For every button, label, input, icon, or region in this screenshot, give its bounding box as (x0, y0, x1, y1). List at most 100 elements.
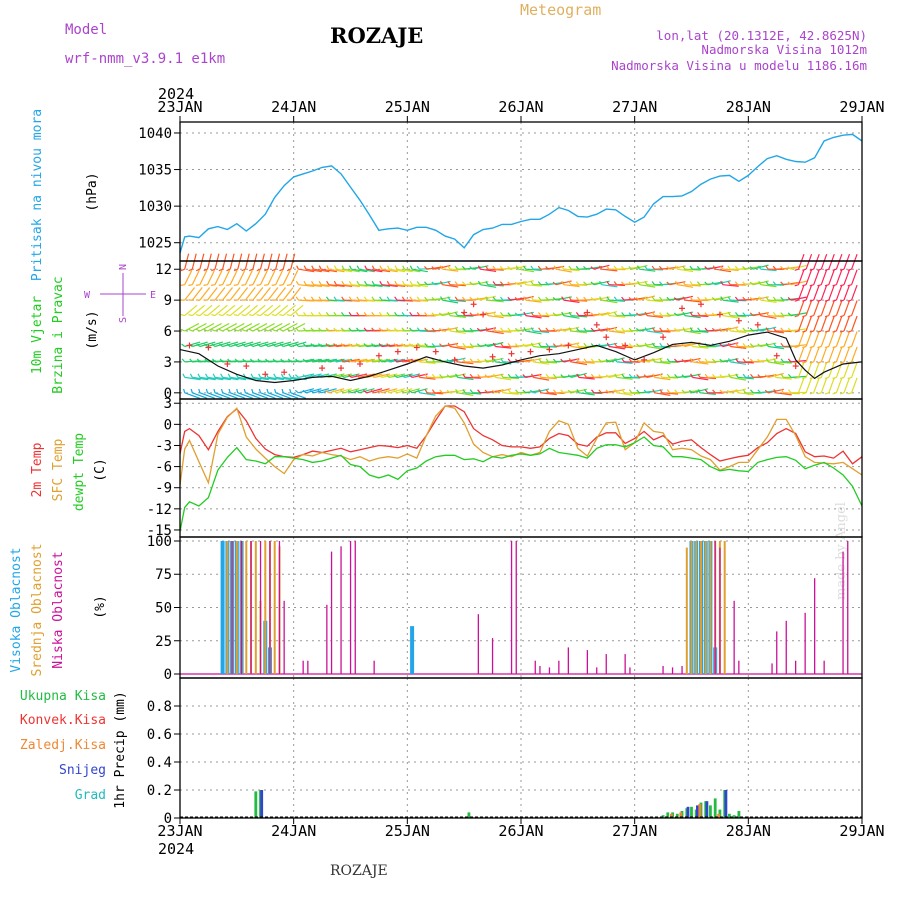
wind-barb-flag (431, 358, 436, 363)
wind-barb-flag (764, 389, 769, 394)
wind-barb-flag (371, 327, 375, 332)
wind-barb (797, 284, 805, 301)
legend-konvek: Konvek.Kisa (20, 713, 106, 728)
time-label-bottom: 29JAN (839, 822, 884, 840)
wind-barb-flag (500, 312, 504, 316)
wind-barb (184, 270, 193, 285)
wind-barb-flag (431, 266, 436, 270)
wind-barb-flag (621, 389, 625, 394)
wind-barb-flag (659, 327, 663, 332)
wind-barb (571, 372, 587, 378)
wind-barb-flag (279, 284, 284, 286)
wind-barb-flag (583, 312, 587, 317)
wind-barb-flag (485, 311, 489, 316)
wind-barb-flag (780, 389, 784, 394)
wind-barb-flag (265, 358, 269, 363)
wind-barb (275, 341, 292, 348)
wind-barb (828, 284, 835, 301)
wind-barb-flag (241, 268, 246, 272)
wind-barb-flag (567, 374, 572, 378)
wind-barb (760, 374, 777, 378)
wind-barb (843, 315, 851, 332)
wind-barb (358, 268, 375, 273)
wind-barb-flag (469, 312, 474, 317)
wind-barb (229, 304, 243, 317)
wind-barb (533, 361, 550, 365)
wind-barb-flag (651, 281, 656, 286)
cloud-mid-bar (704, 541, 707, 674)
wind-barb-flag (606, 296, 610, 301)
wind-barb-flag (590, 281, 595, 286)
cloud-low-bar (714, 541, 716, 674)
wind-barb-flag (720, 280, 724, 286)
wind-barb (404, 268, 421, 273)
wind-barb-flag (371, 311, 375, 316)
dewpt-line (179, 436, 863, 532)
wind-barb-flag (727, 281, 731, 286)
wind-barb-flag (507, 312, 512, 317)
wind-barb-flag (477, 280, 481, 285)
wind-barb-flag (424, 342, 428, 347)
wind-barb (298, 284, 315, 287)
wind-barb-flag (636, 343, 640, 347)
wind-barb (601, 284, 618, 288)
wind-barb-flag (621, 281, 625, 286)
wind-barb (835, 346, 843, 363)
wind-barb-flag (447, 327, 451, 332)
wind-barb (646, 315, 663, 318)
cloud-high-title: Visoka Oblacnost (9, 547, 24, 672)
wind-barb-flag (364, 280, 368, 285)
wind-barb (835, 269, 843, 285)
wind-barb-flag (211, 328, 216, 332)
wind-barb-flag (279, 314, 284, 317)
wind-barb-flag (295, 327, 299, 332)
pressure-unit: (hPa) (85, 172, 100, 211)
wind-barb-flag (606, 265, 610, 270)
wind-barb-flag (719, 374, 724, 378)
wind-barb (851, 346, 858, 363)
wind-barb-flag (195, 314, 201, 317)
wind-barb-flag (560, 389, 565, 394)
wind-barb-flag (644, 265, 648, 270)
wind-barb (260, 341, 277, 348)
wind-barb-flag (689, 265, 693, 270)
wind-barb-flag (765, 311, 769, 316)
wind-barb-flag (809, 345, 814, 349)
wind-barb (404, 284, 421, 287)
wind-barb (820, 331, 828, 347)
wind-barb (820, 377, 828, 394)
wind-barb-flag (530, 281, 534, 286)
precip-total-bar (467, 812, 471, 818)
wind-barb-flag (378, 358, 383, 363)
wind-barb-flag (560, 374, 565, 378)
y-tick-label: 9 (164, 293, 172, 309)
wind-barb-flag (325, 358, 330, 363)
wind-barb (267, 304, 281, 317)
wind-barb-flag (832, 315, 837, 318)
compass-w: W (84, 290, 91, 301)
wind-barb-flag (552, 373, 557, 378)
wind-barb (282, 287, 294, 301)
wind-barb-flag (379, 265, 383, 270)
cloud-low-bar (681, 666, 683, 674)
wind-barb (843, 331, 851, 347)
wind-barb-flag (628, 327, 633, 332)
cloud-mid-bar (695, 541, 698, 674)
precip-unit: 1hr Precip (mm) (113, 691, 128, 808)
wind-barb-flag (635, 297, 640, 301)
wind-barb (745, 281, 762, 286)
wind-barb-flag (817, 284, 822, 287)
wind-barb-flag (628, 296, 633, 301)
wind-barb-flag (476, 343, 481, 347)
wind-barb-flag (666, 296, 671, 301)
wind-barb (214, 376, 231, 381)
wind-barb-flag (409, 311, 413, 316)
axis-layer: 23JAN 24JAN 25JAN 26JAN 27JAN 28JAN 29JAN 23JAN… (138, 98, 884, 840)
wind-barb-flag (802, 392, 807, 395)
wind-barb (805, 284, 813, 301)
wind-barb (252, 376, 269, 381)
wind-title: 10m Vjetar (30, 296, 45, 374)
precip-total-bar (675, 813, 679, 818)
wind-barb-flag (817, 376, 822, 380)
wind-barb-flag (824, 376, 829, 380)
